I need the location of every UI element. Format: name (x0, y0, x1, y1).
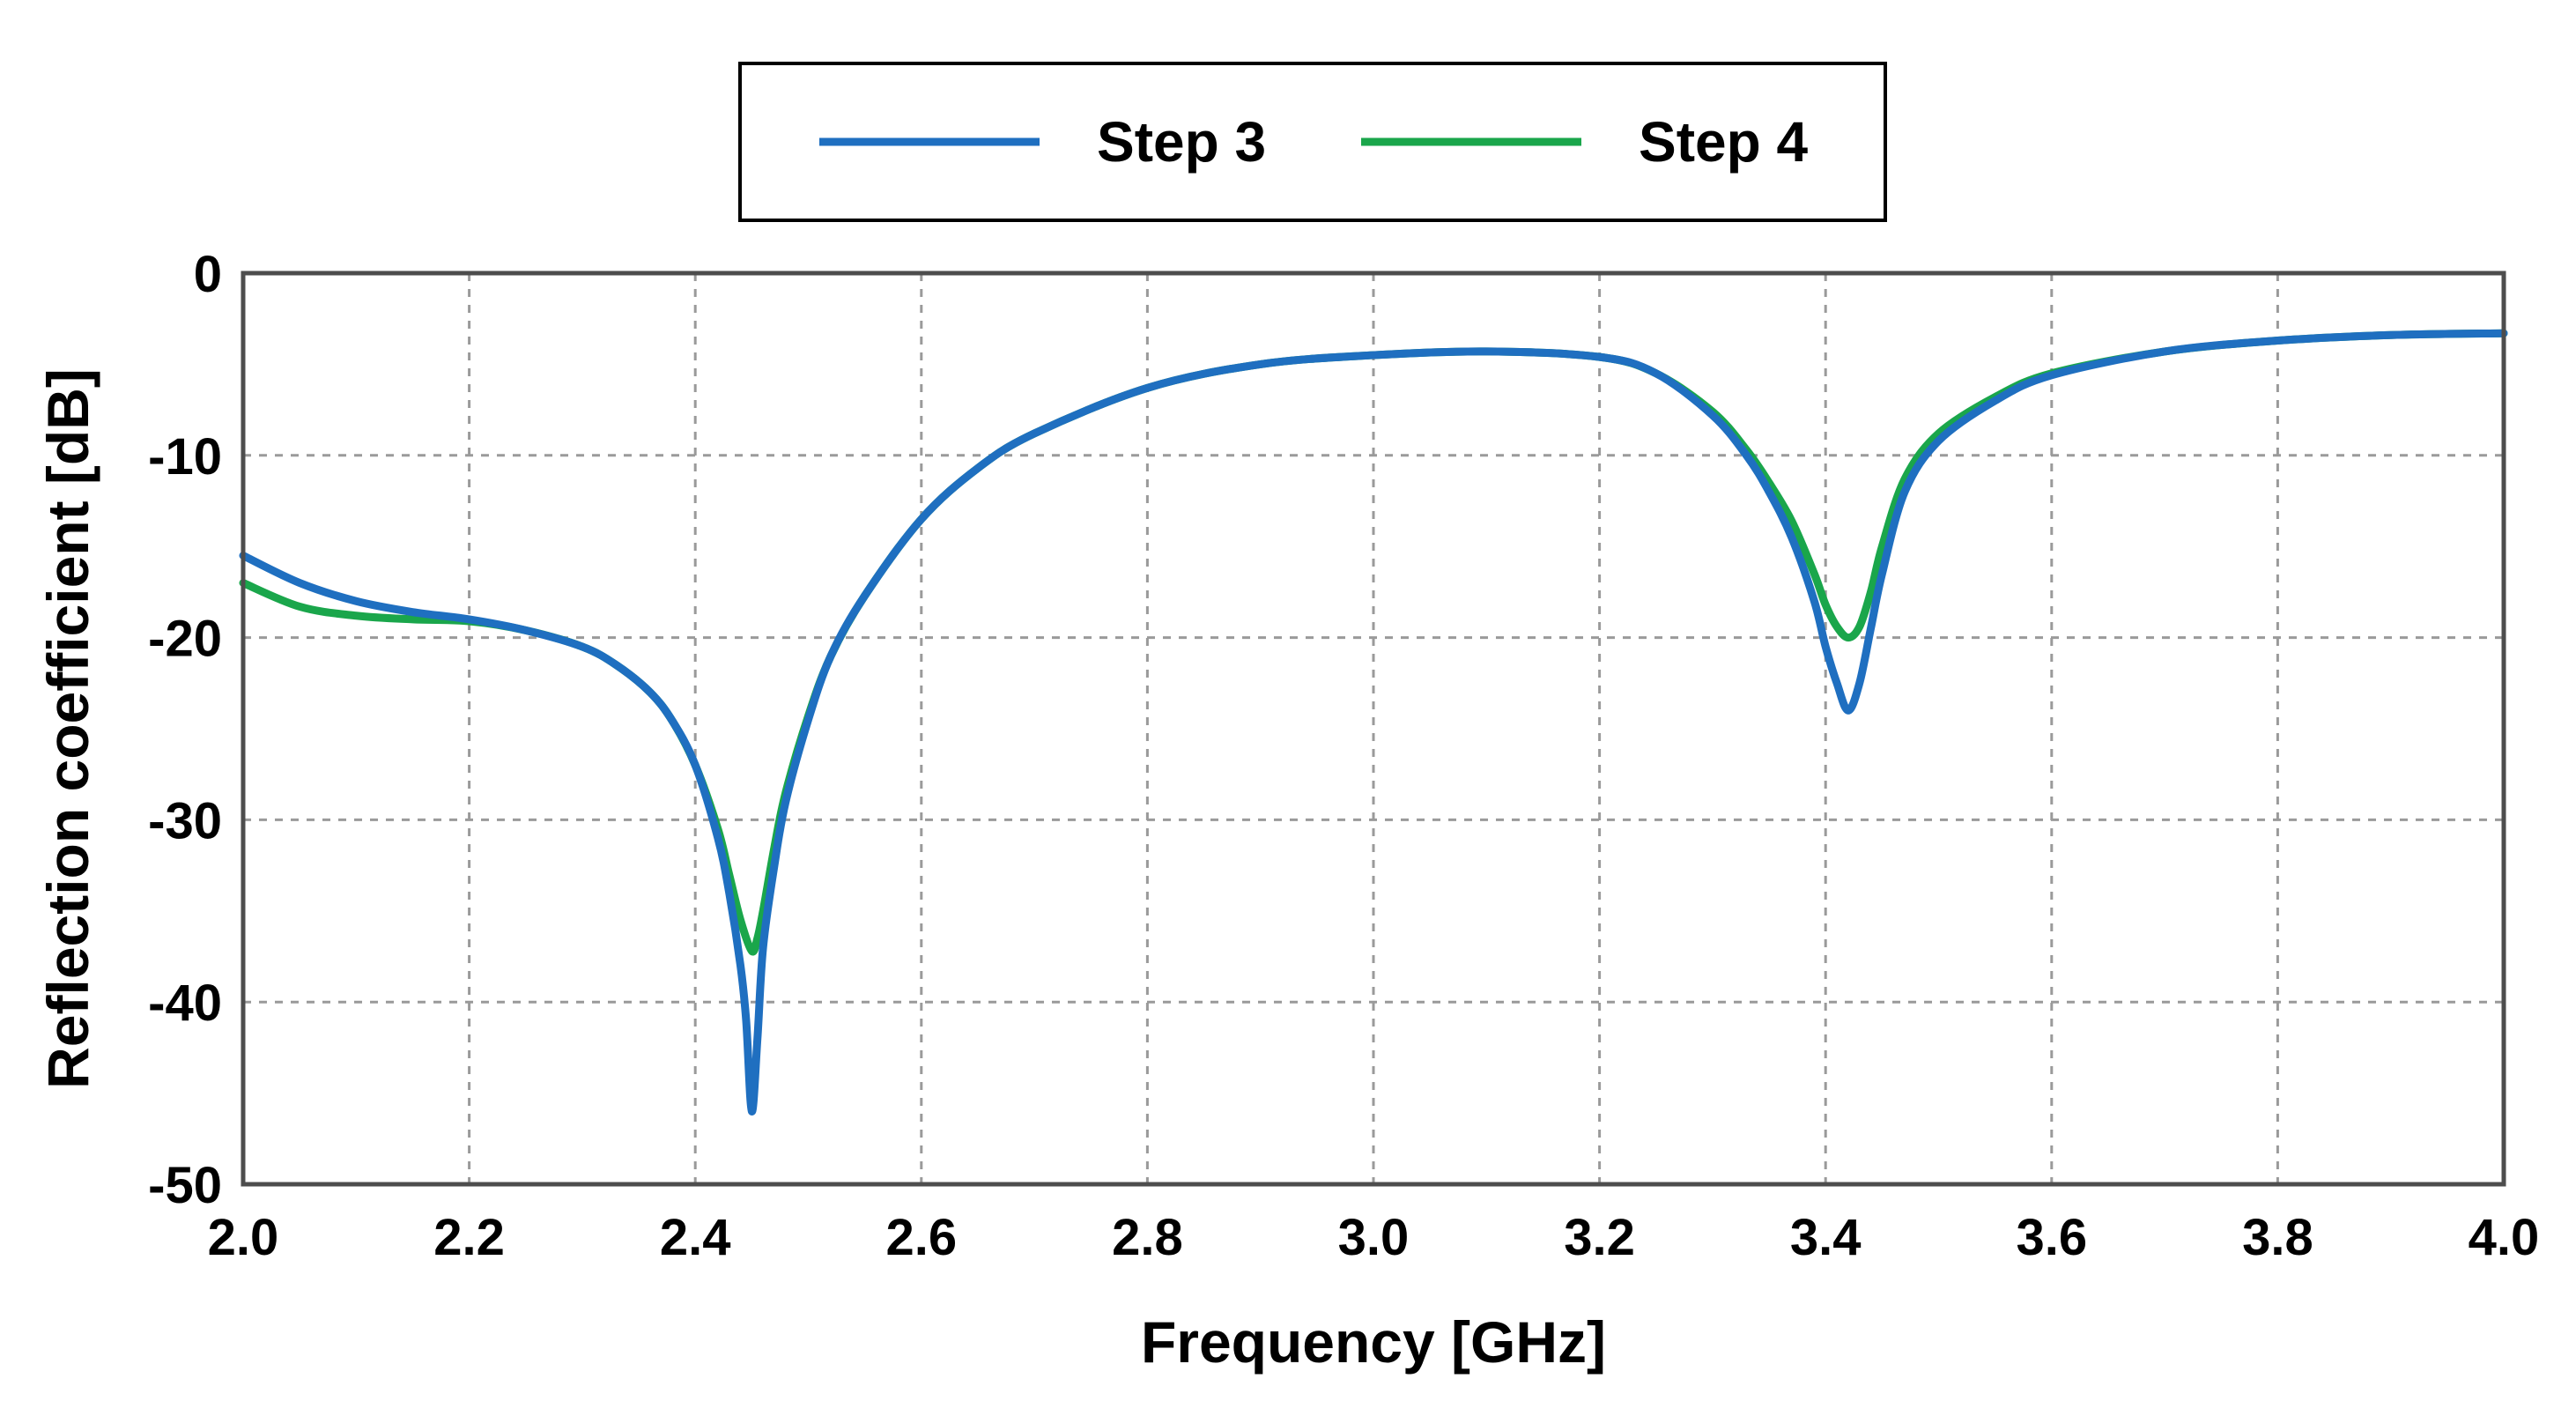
x-tick-label: 4.0 (2469, 1209, 2540, 1266)
y-tick-label: -40 (148, 975, 222, 1032)
x-tick-label: 3.2 (1564, 1209, 1635, 1266)
y-tick-label: -30 (148, 792, 222, 849)
x-tick-label: 2.8 (1112, 1209, 1183, 1266)
x-tick-label: 2.0 (208, 1209, 279, 1266)
y-tick-label: -50 (148, 1157, 222, 1214)
legend-label-step-3: Step 3 (1097, 110, 1266, 174)
x-tick-labels: 2.0 2.2 2.4 2.6 2.8 3.0 3.2 3.4 3.6 3.8 4.0 (208, 1209, 2540, 1266)
x-tick-label: 3.4 (1790, 1209, 1862, 1266)
legend-label-step-4: Step 4 (1639, 110, 1808, 174)
plot-frame (241, 271, 2506, 1187)
y-tick-label: -20 (148, 611, 222, 668)
x-tick-label: 2.4 (660, 1209, 731, 1266)
y-tick-label: -10 (148, 428, 222, 486)
grid-lines (243, 273, 2504, 1184)
x-tick-label: 3.8 (2242, 1209, 2313, 1266)
plot-area (239, 271, 2508, 1187)
x-axis-title: Frequency [GHz] (1141, 1309, 1606, 1375)
x-tick-label: 3.0 (1338, 1209, 1410, 1266)
x-tick-label: 2.6 (885, 1209, 957, 1266)
x-tick-label: 3.6 (2016, 1209, 2087, 1266)
series-line-step-3 (239, 329, 2508, 1116)
series-lines (239, 329, 2508, 1116)
y-tick-label: 0 (194, 246, 222, 303)
y-tick-labels: 0 -10 -20 -30 -40 -50 (148, 246, 222, 1214)
x-tick-label: 2.2 (433, 1209, 505, 1266)
y-axis-title: Reflection coefficient [dB] (35, 368, 100, 1089)
legend: Step 3 Step 4 (738, 62, 1887, 222)
